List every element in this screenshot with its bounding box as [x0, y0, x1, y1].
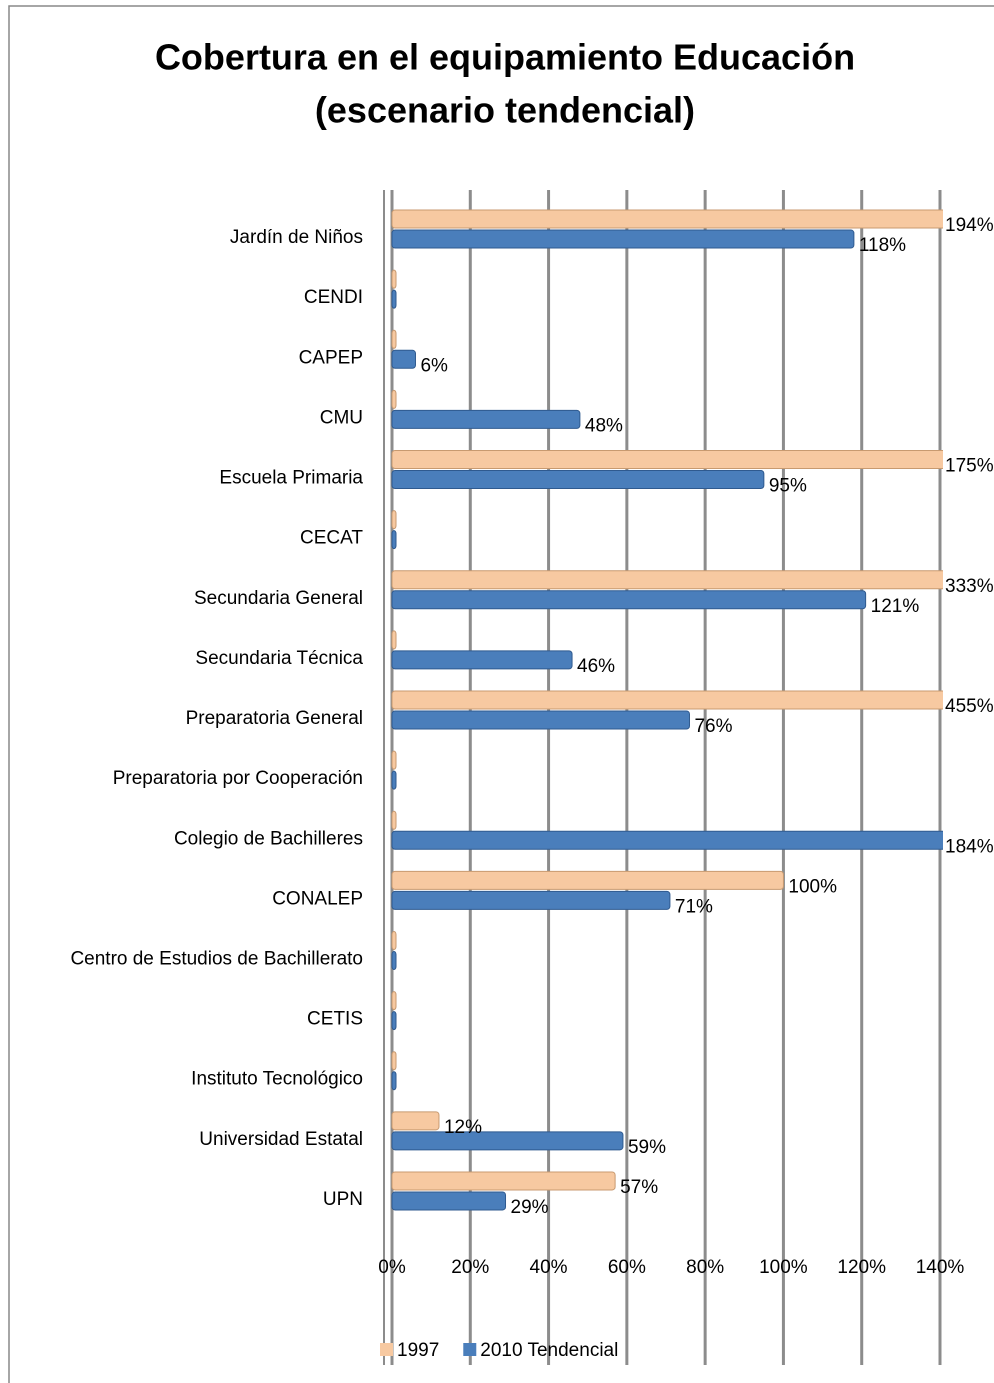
- y-tick-label: Jardín de Niños: [230, 227, 363, 248]
- data-label: 46%: [577, 656, 615, 677]
- y-tick-label: Colegio de Bachilleres: [174, 828, 363, 849]
- bar: [391, 209, 943, 229]
- x-tick-label: 40%: [530, 1257, 568, 1278]
- grid: [383, 190, 942, 1365]
- bar: [391, 1071, 397, 1091]
- bar: [391, 470, 765, 490]
- chart-title: (escenario tendencial): [315, 90, 695, 131]
- y-tick-label: Escuela Primaria: [219, 468, 363, 489]
- bar: [391, 710, 690, 730]
- chart-title: Cobertura en el equipamiento Educación: [155, 37, 855, 78]
- bar: [391, 1111, 440, 1131]
- y-tick-label: CAPEP: [299, 347, 363, 368]
- bar: [391, 870, 784, 890]
- bar: [391, 630, 397, 650]
- bar: [391, 570, 943, 590]
- data-label: 184%: [945, 836, 994, 857]
- bar: [391, 750, 397, 770]
- legend-label: 1997: [397, 1340, 439, 1361]
- bar: [391, 389, 397, 409]
- bar: [391, 1051, 397, 1071]
- data-label: 57%: [620, 1177, 658, 1198]
- y-tick-label: CENDI: [304, 287, 363, 308]
- bar: [391, 1131, 624, 1151]
- x-tick-label: 20%: [451, 1257, 489, 1278]
- data-label: 175%: [945, 456, 994, 477]
- data-label: 48%: [585, 415, 623, 436]
- legend-swatch: [380, 1343, 393, 1356]
- data-label: 71%: [675, 896, 713, 917]
- bar: [391, 650, 573, 670]
- bar: [391, 530, 397, 550]
- data-label: 455%: [945, 696, 994, 717]
- bar: [391, 830, 943, 850]
- bar: [391, 690, 943, 710]
- legend-swatch: [463, 1343, 477, 1356]
- y-tick-label: Secundaria Técnica: [195, 648, 363, 669]
- bar: [391, 1011, 397, 1031]
- y-tick-label: CONALEP: [272, 888, 363, 909]
- data-label: 121%: [871, 596, 920, 617]
- y-tick-label: Universidad Estatal: [199, 1129, 363, 1150]
- data-label: 29%: [511, 1197, 549, 1218]
- bar: [391, 890, 671, 910]
- data-label: 333%: [945, 576, 994, 597]
- y-tick-label: Preparatoria General: [186, 708, 363, 729]
- bar: [391, 991, 397, 1011]
- bar: [391, 510, 397, 530]
- data-label: 118%: [859, 235, 906, 256]
- data-label: 95%: [769, 476, 807, 497]
- y-tick-label: Preparatoria por Cooperación: [113, 768, 363, 789]
- bars: [391, 209, 943, 1211]
- y-tick-label: Centro de Estudios de Bachillerato: [70, 948, 363, 969]
- data-label: 59%: [628, 1137, 666, 1158]
- y-tick-label: Instituto Tecnológico: [191, 1069, 363, 1090]
- legend-label: 2010 Tendencial: [480, 1340, 618, 1361]
- labels: 0% 20% 40% 60% 80% 100% 120% 140% Jardín de Niño…: [70, 215, 993, 1361]
- y-tick-label: CECAT: [300, 528, 363, 549]
- bar: [391, 269, 397, 289]
- data-label: 12%: [444, 1117, 482, 1138]
- x-tick-label: 100%: [759, 1257, 808, 1278]
- bar: [391, 590, 867, 610]
- y-tick-label: CETIS: [307, 1009, 363, 1030]
- bar: [391, 1171, 616, 1191]
- y-tick-label: Secundaria General: [194, 588, 363, 609]
- bar: [391, 950, 397, 970]
- x-tick-label: 60%: [608, 1257, 646, 1278]
- data-label: 6%: [420, 355, 448, 376]
- bar: [391, 349, 416, 369]
- bar: [391, 930, 397, 950]
- bar: [391, 229, 855, 249]
- x-tick-label: 0%: [378, 1257, 406, 1278]
- bar: [391, 810, 397, 830]
- data-label: 100%: [788, 876, 837, 897]
- bar: [391, 770, 397, 790]
- x-tick-label: 120%: [837, 1257, 886, 1278]
- x-tick-label: 140%: [916, 1257, 965, 1278]
- bar: [391, 329, 397, 349]
- bar: [391, 289, 397, 309]
- bar: [391, 450, 943, 470]
- data-label: 194%: [945, 215, 994, 236]
- bar: [391, 1191, 507, 1211]
- bar: [391, 409, 581, 429]
- y-tick-label: CMU: [320, 407, 363, 428]
- data-label: 76%: [694, 716, 732, 737]
- y-tick-label: UPN: [323, 1189, 363, 1210]
- x-tick-label: 80%: [686, 1257, 724, 1278]
